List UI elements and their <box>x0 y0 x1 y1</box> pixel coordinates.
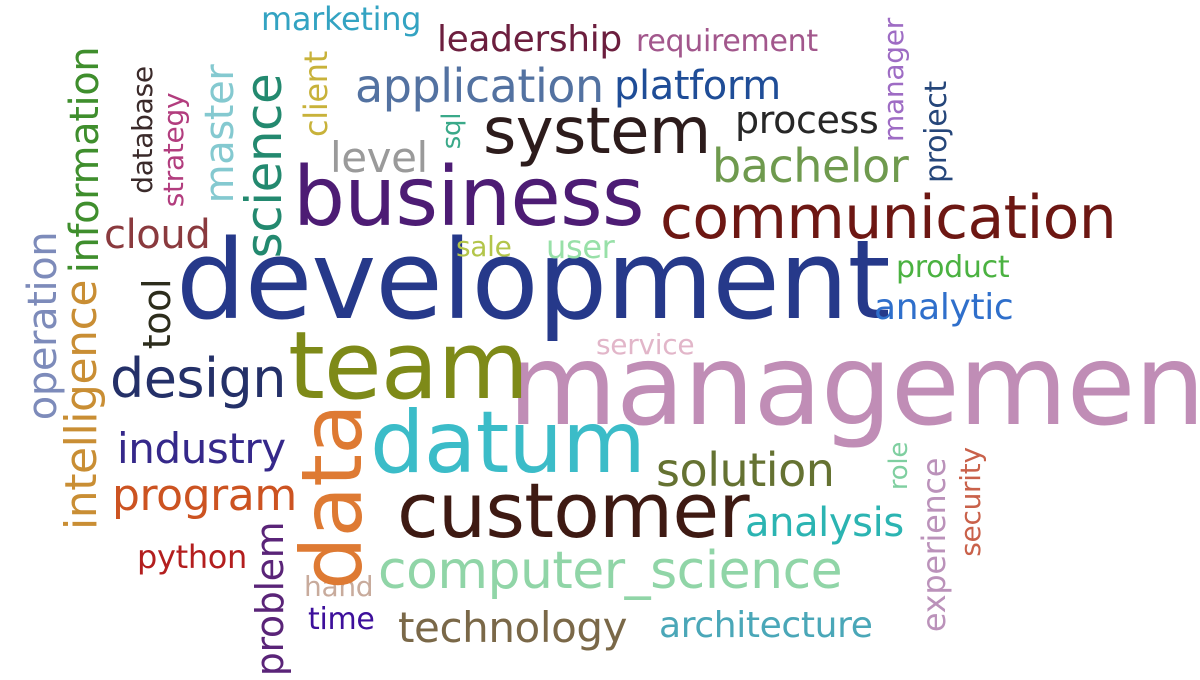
word-technology: technology <box>398 603 628 652</box>
word-security: security <box>954 447 987 557</box>
word-industry: industry <box>117 424 286 473</box>
word-leadership: leadership <box>437 19 622 60</box>
word-level: level <box>330 133 428 182</box>
word-product: product <box>896 250 1010 285</box>
word-computer-science: computer_science <box>378 541 843 601</box>
word-experience: experience <box>915 457 953 633</box>
word-datum: datum <box>370 393 646 493</box>
word-sale: sale <box>456 230 512 263</box>
word-master: master <box>197 64 243 204</box>
word-solution: solution <box>656 443 835 497</box>
word-python: python <box>137 538 248 576</box>
word-business: business <box>293 150 645 245</box>
word-process: process <box>735 98 879 142</box>
word-intelligence: intelligence <box>56 280 107 530</box>
word-tool: tool <box>135 278 179 350</box>
word-client: client <box>297 51 335 137</box>
word-requirement: requirement <box>636 24 818 59</box>
word-manager: manager <box>877 18 910 142</box>
word-analysis: analysis <box>745 500 904 546</box>
word-management: management <box>508 321 1200 451</box>
word-service: service <box>596 328 695 361</box>
word-database: database <box>126 66 159 194</box>
word-operation: operation <box>20 231 66 421</box>
word-hand: hand <box>304 570 374 603</box>
word-role: role <box>884 441 914 491</box>
word-architecture: architecture <box>659 605 873 646</box>
word-customer: customer <box>397 466 750 555</box>
word-problem: problem <box>248 521 292 677</box>
word-communication: communication <box>660 183 1117 253</box>
word-time: time <box>308 602 375 637</box>
word-analytic: analytic <box>874 287 1014 328</box>
word-strategy: strategy <box>157 92 190 208</box>
word-sql: sql <box>437 112 467 150</box>
word-application: application <box>355 59 604 113</box>
word-platform: platform <box>614 63 781 109</box>
word-team: team <box>288 312 529 421</box>
word-system: system <box>483 95 711 169</box>
word-development: development <box>176 216 891 344</box>
word-cloud: cloud <box>104 212 211 258</box>
word-science: science <box>235 73 293 259</box>
word-data: data <box>283 404 381 590</box>
word-marketing: marketing <box>261 0 422 38</box>
word-project: project <box>919 80 954 184</box>
word-program: program <box>112 470 297 521</box>
word-design: design <box>110 347 286 410</box>
word-user: user <box>546 228 615 266</box>
word-information: information <box>62 46 108 274</box>
word-bachelor: bachelor <box>712 139 909 193</box>
